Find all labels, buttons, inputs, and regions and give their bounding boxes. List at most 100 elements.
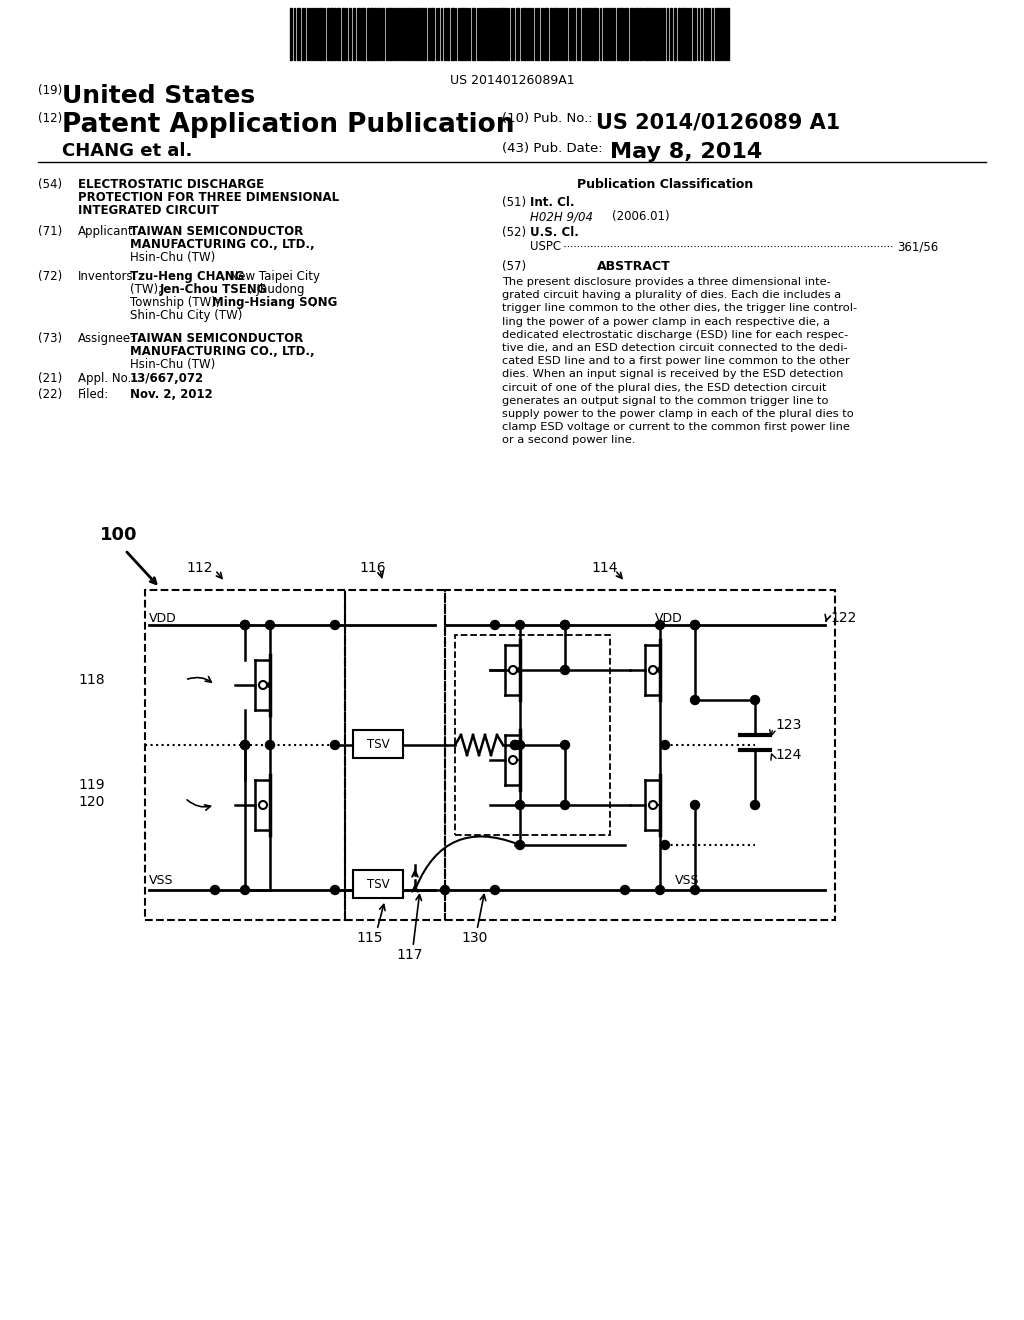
Bar <box>545 8 548 59</box>
Bar <box>415 8 417 59</box>
Text: Inventors:: Inventors: <box>78 271 137 282</box>
Bar <box>330 8 333 59</box>
Text: 100: 100 <box>100 525 137 544</box>
Text: 112: 112 <box>186 561 213 576</box>
Text: Tzu-Heng CHANG: Tzu-Heng CHANG <box>130 271 245 282</box>
Bar <box>505 8 507 59</box>
Text: TSV: TSV <box>367 738 389 751</box>
Circle shape <box>259 681 267 689</box>
Text: grated circuit having a plurality of dies. Each die includes a: grated circuit having a plurality of die… <box>502 290 841 300</box>
Circle shape <box>690 696 699 705</box>
Bar <box>353 8 355 59</box>
Circle shape <box>515 741 524 750</box>
Text: Appl. No.:: Appl. No.: <box>78 372 135 385</box>
Bar <box>421 8 423 59</box>
Bar <box>550 8 552 59</box>
Bar <box>584 8 586 59</box>
Circle shape <box>690 620 699 630</box>
Text: (2006.01): (2006.01) <box>612 210 670 223</box>
Bar <box>410 8 412 59</box>
Text: (57): (57) <box>502 260 526 273</box>
Bar <box>590 8 592 59</box>
Circle shape <box>560 741 569 750</box>
Bar <box>670 8 672 59</box>
Bar <box>683 8 686 59</box>
Bar <box>630 8 633 59</box>
Text: VSS: VSS <box>150 874 173 887</box>
Bar <box>337 8 340 59</box>
Bar <box>353 730 403 758</box>
Text: TAIWAN SEMICONDUCTOR: TAIWAN SEMICONDUCTOR <box>130 224 303 238</box>
Text: PROTECTION FOR THREE DIMENSIONAL: PROTECTION FOR THREE DIMENSIONAL <box>78 191 339 205</box>
Text: 115: 115 <box>356 931 383 945</box>
Text: 123: 123 <box>775 718 802 733</box>
Bar <box>327 8 329 59</box>
Circle shape <box>241 620 250 630</box>
Text: Publication Classification: Publication Classification <box>577 178 754 191</box>
Bar <box>593 8 596 59</box>
Bar <box>553 8 556 59</box>
Text: Assignee:: Assignee: <box>78 333 135 345</box>
Text: 116: 116 <box>359 561 386 576</box>
Circle shape <box>490 886 500 895</box>
Circle shape <box>560 620 569 630</box>
Bar <box>362 8 365 59</box>
Text: circuit of one of the plural dies, the ESD detection circuit: circuit of one of the plural dies, the E… <box>502 383 826 392</box>
Circle shape <box>241 886 250 895</box>
Bar <box>345 8 347 59</box>
Circle shape <box>259 801 267 809</box>
Bar <box>678 8 680 59</box>
Bar <box>290 8 292 59</box>
Bar <box>460 8 463 59</box>
Text: Ming-Hsiang SONG: Ming-Hsiang SONG <box>212 296 337 309</box>
Text: (72): (72) <box>38 271 62 282</box>
Circle shape <box>690 620 699 630</box>
Bar <box>487 8 489 59</box>
Bar <box>523 8 525 59</box>
Text: VSS: VSS <box>675 874 699 887</box>
Bar <box>626 8 628 59</box>
Text: (43) Pub. Date:: (43) Pub. Date: <box>502 143 603 154</box>
Text: 119: 119 <box>79 777 105 792</box>
Text: (52): (52) <box>502 226 526 239</box>
Text: clamp ESD voltage or current to the common first power line: clamp ESD voltage or current to the comm… <box>502 422 850 432</box>
Bar <box>428 8 430 59</box>
Circle shape <box>690 800 699 809</box>
Bar <box>726 8 729 59</box>
Bar <box>395 8 397 59</box>
Circle shape <box>265 620 274 630</box>
Bar <box>705 8 706 59</box>
Bar <box>349 8 351 59</box>
Text: 122: 122 <box>830 611 856 624</box>
Bar <box>367 8 369 59</box>
Bar <box>455 635 610 836</box>
Bar <box>636 8 638 59</box>
Text: generates an output signal to the common trigger line to: generates an output signal to the common… <box>502 396 828 405</box>
Bar <box>400 8 402 59</box>
Circle shape <box>560 665 569 675</box>
Bar <box>407 8 409 59</box>
Text: United States: United States <box>62 84 255 108</box>
Text: H02H 9/04: H02H 9/04 <box>530 210 593 223</box>
Circle shape <box>211 886 219 895</box>
Text: supply power to the power clamp in each of the plural dies to: supply power to the power clamp in each … <box>502 409 854 418</box>
Circle shape <box>690 886 699 895</box>
Text: (73): (73) <box>38 333 62 345</box>
Text: 361/56: 361/56 <box>897 240 938 253</box>
Circle shape <box>751 696 760 705</box>
Text: , Jhudong: , Jhudong <box>249 282 304 296</box>
Bar <box>374 8 376 59</box>
Circle shape <box>621 886 630 895</box>
Circle shape <box>560 620 569 630</box>
Circle shape <box>440 886 450 895</box>
Text: tive die, and an ESD detection circuit connected to the dedi-: tive die, and an ESD detection circuit c… <box>502 343 848 352</box>
Circle shape <box>515 620 524 630</box>
Text: (21): (21) <box>38 372 62 385</box>
Text: trigger line common to the other dies, the trigger line control-: trigger line common to the other dies, t… <box>502 304 857 313</box>
Bar <box>490 8 493 59</box>
Bar <box>587 8 589 59</box>
Circle shape <box>515 841 524 850</box>
Text: 114: 114 <box>592 561 618 576</box>
Bar <box>611 8 613 59</box>
Text: CHANG et al.: CHANG et al. <box>62 143 193 160</box>
